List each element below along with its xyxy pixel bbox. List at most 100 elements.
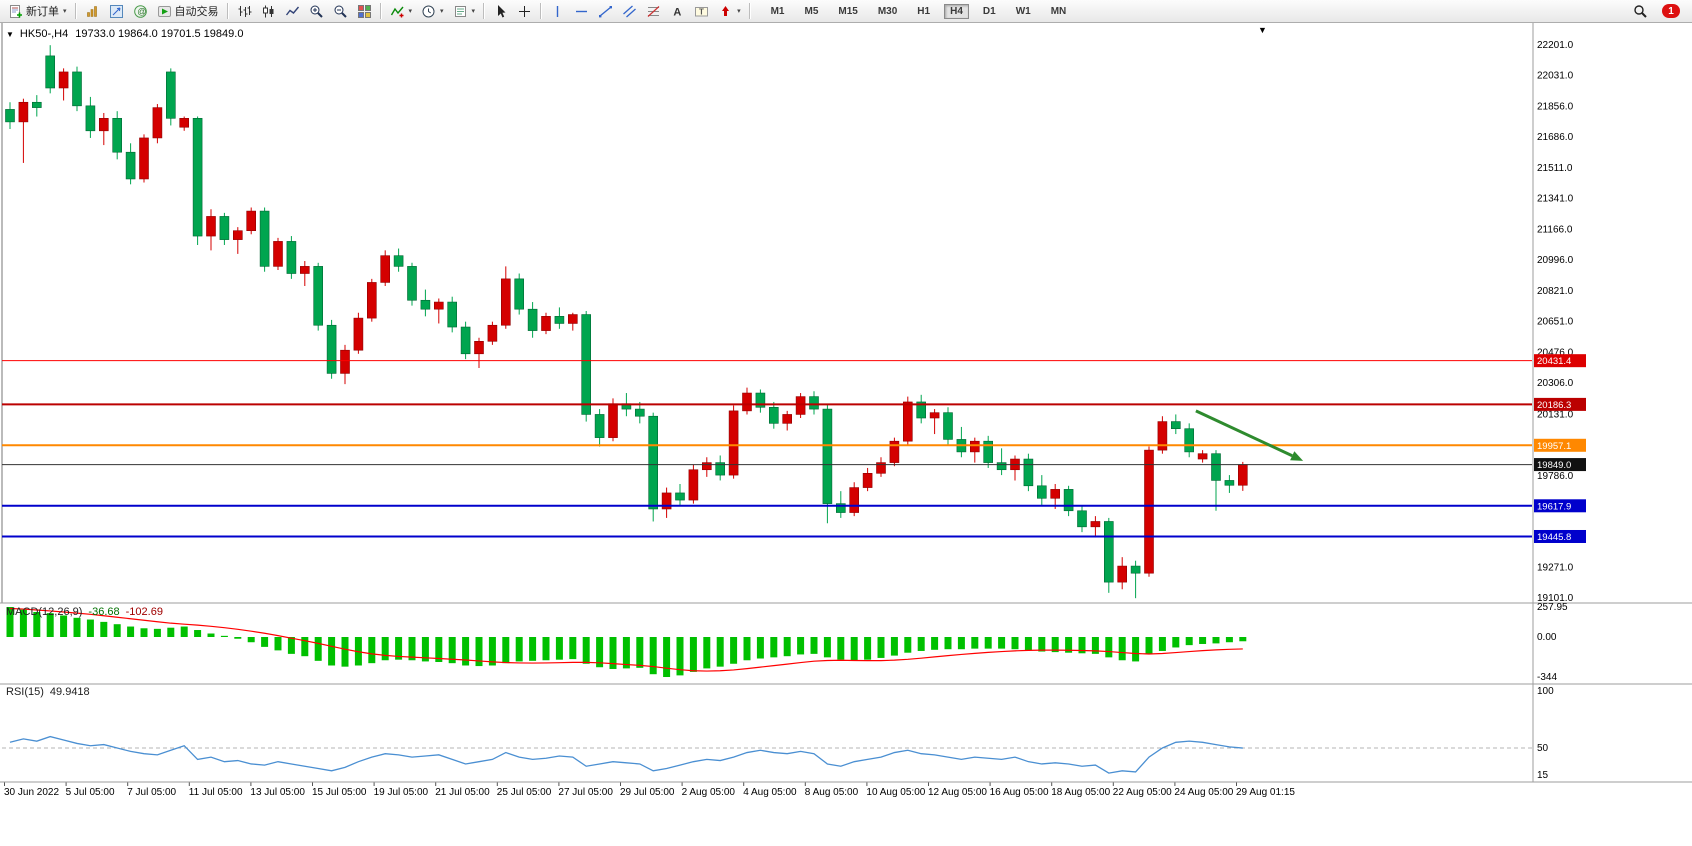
macd-main-value: -36.68: [88, 606, 120, 618]
svg-text:257.95: 257.95: [1537, 602, 1568, 613]
candle-chart-mode-button[interactable]: [257, 1, 280, 21]
toolbar-separator: [226, 3, 229, 19]
market-watch-button[interactable]: [81, 1, 104, 21]
chevron-down-icon: ▾: [63, 8, 67, 15]
svg-text:20996.0: 20996.0: [1537, 255, 1574, 266]
svg-text:@: @: [137, 6, 146, 16]
arrows-icon: [718, 4, 733, 19]
svg-text:T: T: [699, 7, 704, 16]
svg-text:50: 50: [1537, 743, 1549, 754]
timeframe-w1[interactable]: W1: [1010, 4, 1037, 19]
svg-text:15 Jul 05:00: 15 Jul 05:00: [312, 787, 367, 798]
search-button[interactable]: [1629, 1, 1652, 21]
chart-symbol-period: HK50-,H4: [19, 28, 69, 40]
new-order-button[interactable]: 新订单 ▾: [4, 1, 71, 21]
timeframe-mn[interactable]: MN: [1045, 4, 1073, 19]
vertical-line-tool-button[interactable]: [546, 1, 569, 21]
svg-text:21856.0: 21856.0: [1537, 102, 1574, 113]
trend-arrow-annotation: [1195, 409, 1304, 461]
svg-text:20821.0: 20821.0: [1537, 286, 1574, 297]
level-lines-layer: [2, 360, 1532, 538]
svg-text:21166.0: 21166.0: [1537, 225, 1573, 236]
text-label-tool-button[interactable]: T: [690, 1, 713, 21]
community-icon: @: [133, 4, 148, 19]
templates-button[interactable]: ▾: [449, 1, 480, 21]
auto-trading-label: 自动交易: [174, 6, 219, 18]
svg-text:22031.0: 22031.0: [1537, 70, 1574, 81]
macd-layer: 257.95 0.00 -344: [6, 602, 1568, 683]
channel-tool-button[interactable]: [618, 1, 641, 21]
horizontal-line-tool-button[interactable]: [570, 1, 593, 21]
indicators-icon: [390, 4, 405, 19]
toolbar-separator: [74, 3, 77, 19]
periodicity-button[interactable]: ▾: [417, 1, 448, 21]
timeframe-m1[interactable]: M1: [765, 4, 791, 19]
templates-icon: [453, 4, 468, 19]
svg-text:0.00: 0.00: [1537, 632, 1557, 643]
cursor-button[interactable]: [489, 1, 512, 21]
zoom-in-button[interactable]: [305, 1, 328, 21]
zoom-out-button[interactable]: [329, 1, 352, 21]
svg-text:19617.9: 19617.9: [1537, 501, 1571, 512]
svg-text:19 Jul 05:00: 19 Jul 05:00: [374, 787, 429, 798]
tile-windows-button[interactable]: [353, 1, 376, 21]
timeframe-m5[interactable]: M5: [798, 4, 824, 19]
time-axis-labels: 30 Jun 2022 5 Jul 05:00 7 Jul 05:00 11 Jul …: [4, 782, 1295, 798]
auto-trading-button[interactable]: 自动交易: [153, 1, 223, 21]
svg-text:21 Jul 05:00: 21 Jul 05:00: [435, 787, 490, 798]
svg-text:5 Jul 05:00: 5 Jul 05:00: [66, 787, 115, 798]
chart-area[interactable]: 22201.0 22031.0 21856.0 21686.0 21511.0 21341…: [0, 23, 1692, 846]
line-chart-mode-button[interactable]: [281, 1, 304, 21]
svg-text:21511.0: 21511.0: [1537, 163, 1573, 174]
arrows-tool-button[interactable]: ▾: [714, 1, 745, 21]
macd-indicator-label: MACD(12,26,9) -36.68 -102.69: [6, 606, 163, 618]
tile-windows-icon: [357, 4, 372, 19]
search-icon: [1633, 4, 1648, 19]
crosshair-button[interactable]: [513, 1, 536, 21]
text-tool-button[interactable]: A: [666, 1, 689, 21]
fibonacci-tool-button[interactable]: [642, 1, 665, 21]
clock-icon: [421, 4, 436, 19]
svg-text:29 Jul 05:00: 29 Jul 05:00: [620, 787, 675, 798]
chevron-down-icon: ▾: [408, 8, 413, 15]
timeframe-d1[interactable]: D1: [977, 4, 1002, 19]
timeframe-group: M1 M5 M15 M30 H1 H4 D1 W1 MN: [765, 3, 1073, 19]
chart-title: ▼ HK50-,H4 19733.0 19864.0 19701.5 19849…: [6, 28, 243, 40]
timeframe-m15[interactable]: M15: [832, 4, 863, 19]
trendline-icon: [598, 4, 613, 19]
collapse-triangle-icon[interactable]: ▼: [6, 29, 14, 39]
autotrade-play-icon: [157, 4, 172, 19]
timeframe-h4[interactable]: H4: [944, 3, 969, 19]
price-axis-labels: 22201.0 22031.0 21856.0 21686.0 21511.0 21341…: [1537, 40, 1574, 604]
svg-text:-344: -344: [1537, 672, 1557, 683]
svg-text:22 Aug 05:00: 22 Aug 05:00: [1113, 787, 1172, 798]
candlesticks-icon: [261, 4, 276, 19]
svg-text:21341.0: 21341.0: [1537, 193, 1574, 204]
chart-scroll-marker-icon[interactable]: ▼: [1258, 25, 1267, 35]
svg-text:25 Jul 05:00: 25 Jul 05:00: [497, 787, 552, 798]
svg-text:19786.0: 19786.0: [1537, 471, 1574, 482]
notification-badge[interactable]: 1: [1662, 4, 1680, 18]
svg-text:19271.0: 19271.0: [1537, 563, 1574, 574]
toolbar-separator: [483, 3, 486, 19]
vertical-line-icon: [550, 4, 565, 19]
indicators-button[interactable]: ▾: [386, 1, 417, 21]
timeframe-h1[interactable]: H1: [911, 4, 936, 19]
crosshair-icon: [517, 4, 532, 19]
chevron-down-icon: ▾: [471, 8, 476, 15]
new-order-label: 新订单: [26, 6, 59, 18]
bar-chart-mode-button[interactable]: [233, 1, 256, 21]
chevron-down-icon: ▾: [737, 8, 741, 15]
svg-text:18 Aug 05:00: 18 Aug 05:00: [1051, 787, 1110, 798]
price-chart-canvas[interactable]: 22201.0 22031.0 21856.0 21686.0 21511.0 21341…: [0, 23, 1692, 846]
trendline-tool-button[interactable]: [594, 1, 617, 21]
community-button[interactable]: @: [129, 1, 152, 21]
timeframe-m30[interactable]: M30: [872, 4, 903, 19]
price-tags-layer: 20431.4 20186.3 19957.1 19849.0 19617.9 19445…: [1534, 354, 1586, 543]
svg-text:24 Aug 05:00: 24 Aug 05:00: [1174, 787, 1233, 798]
navigator-button[interactable]: [105, 1, 128, 21]
chart-ohlc-values: 19733.0 19864.0 19701.5 19849.0: [75, 28, 244, 40]
svg-text:20131.0: 20131.0: [1537, 409, 1574, 420]
toolbar-separator: [748, 3, 751, 19]
